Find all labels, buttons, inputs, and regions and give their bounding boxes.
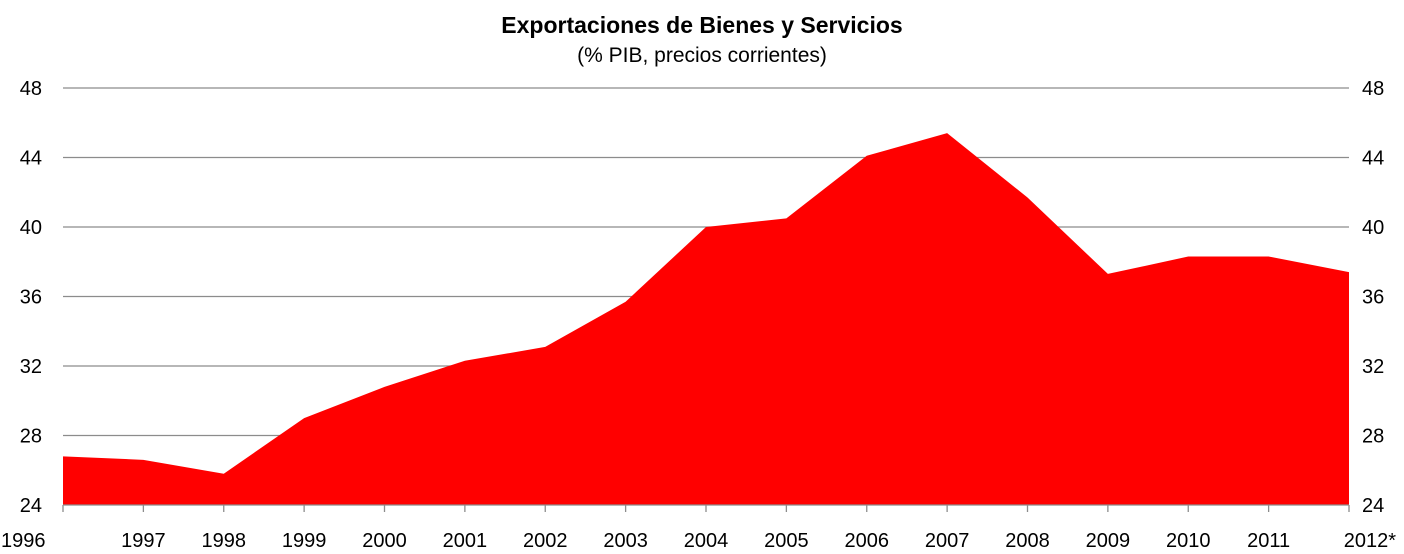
x-tick-label-2010: 2010 [1166,530,1211,552]
x-tick-label-2009: 2009 [1086,530,1131,552]
x-tick-label-2011: 2011 [1247,530,1290,552]
y-tick-right-36: 36 [1362,287,1384,309]
y-tick-left-24: 24 [20,495,42,517]
x-axis-labels: 1996 1997 1998 1999 2000 2001 2002 2003 2004 2005… [1,530,1396,552]
x-tick-label-1999: 1999 [282,530,327,552]
x-tick-label-1996: 1996 [1,530,46,552]
x-tick-label-2001: 2001 [443,530,488,552]
y-tick-right-48: 48 [1362,78,1384,100]
x-tick-label-2005: 2005 [764,530,809,552]
chart-title: Exportaciones de Bienes y Servicios [501,12,902,38]
x-tick-label-2002: 2002 [523,530,568,552]
y-tick-right-28: 28 [1362,426,1384,448]
x-tick-label-1997: 1997 [121,530,166,552]
y-tick-left-44: 44 [20,148,42,170]
area-series-0 [63,133,1349,506]
y-axis-right-labels: 24 28 32 36 40 44 48 [1362,78,1384,517]
chart-subtitle: (% PIB, precios corrientes) [577,44,827,67]
x-tick-label-2003: 2003 [603,530,648,552]
y-tick-right-24: 24 [1362,495,1384,517]
x-tick-label-2004: 2004 [684,530,729,552]
y-tick-left-28: 28 [20,426,42,448]
y-tick-left-48: 48 [20,78,42,100]
plot-area [63,133,1349,506]
x-tick-label-2000: 2000 [362,530,407,552]
x-tick-label-2007: 2007 [925,530,970,552]
x-tick-label-1998: 1998 [202,530,247,552]
y-tick-right-40: 40 [1362,217,1384,239]
x-tick-label-2008: 2008 [1005,530,1050,552]
y-tick-right-32: 32 [1362,356,1384,378]
x-tick-label-2012*: 2012* [1344,530,1396,552]
y-tick-left-32: 32 [20,356,42,378]
y-tick-left-40: 40 [20,217,42,239]
y-tick-right-44: 44 [1362,148,1384,170]
y-axis-left-labels: 24 28 32 36 40 44 48 [20,78,42,517]
x-tick-label-2006: 2006 [845,530,890,552]
y-tick-left-36: 36 [20,287,42,309]
x-axis [62,504,1350,512]
